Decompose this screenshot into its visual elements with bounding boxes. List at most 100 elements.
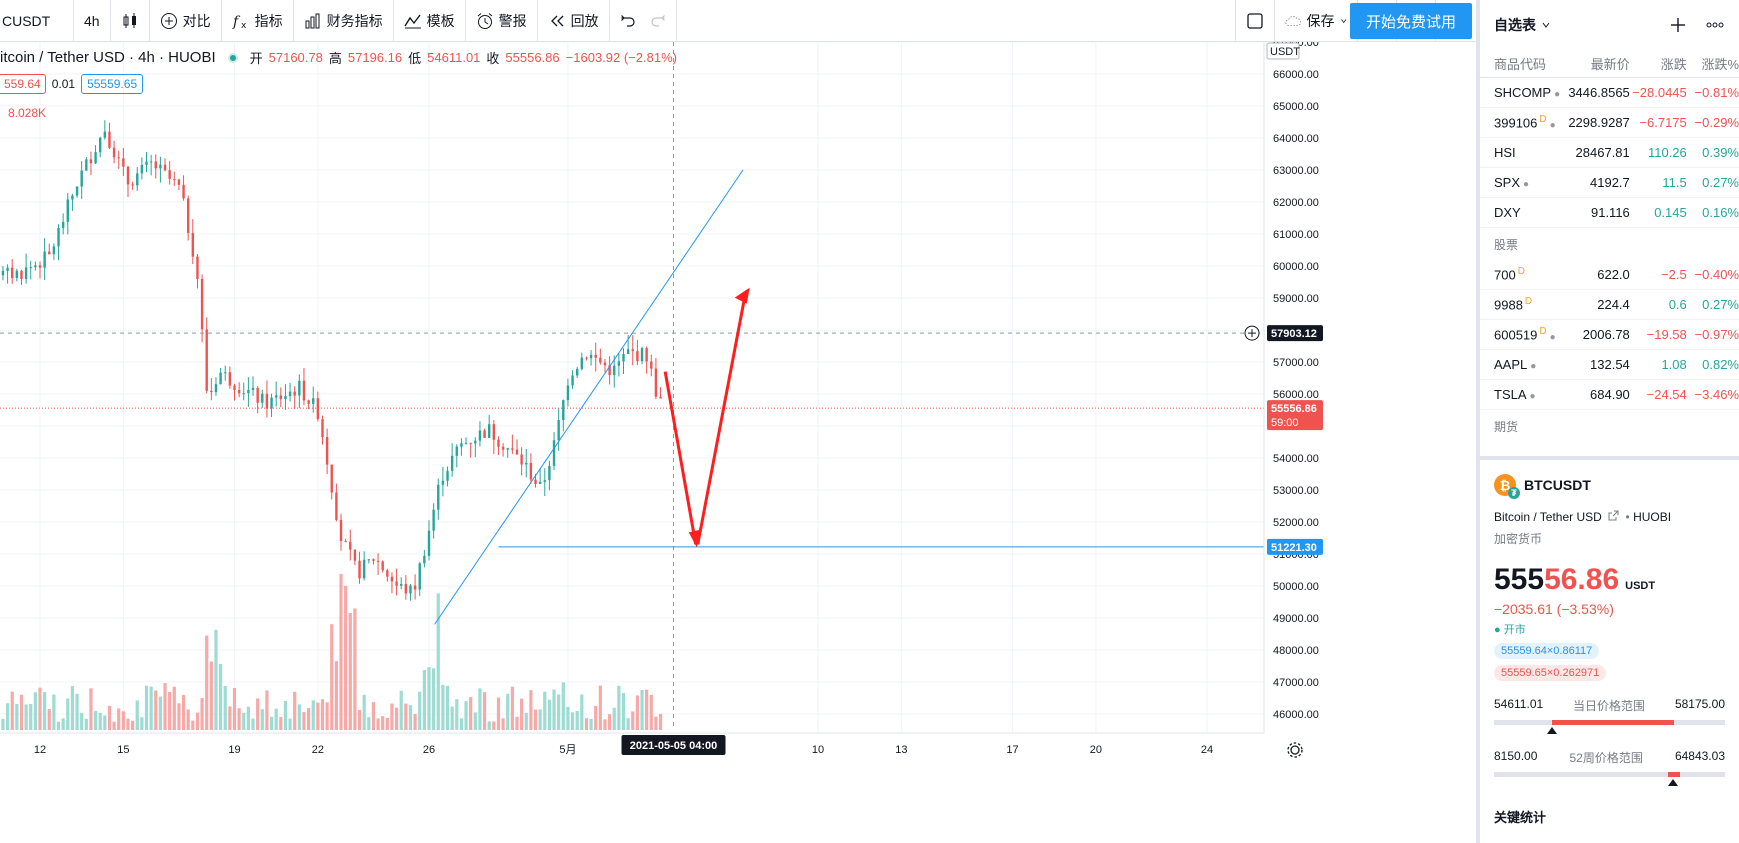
watchlist-row[interactable]: SHCOMP ● 3446.8565 −28.0445 −0.81% [1480, 78, 1739, 108]
col-change[interactable]: 涨跌 [1660, 57, 1687, 72]
volume-bar [506, 693, 510, 730]
volume-bar [93, 710, 98, 730]
more-icon[interactable] [1705, 16, 1725, 34]
week-low: 8150.00 [1494, 749, 1538, 763]
watchlist-row[interactable]: 600519 D ● 2006.78 −19.58 −0.97% [1480, 320, 1739, 350]
candle-body [270, 397, 273, 409]
watchlist-row[interactable]: DXY 91.116 0.145 0.16% [1480, 198, 1739, 228]
volume-bar [381, 716, 385, 730]
volume-bar [371, 702, 376, 730]
col-change-pct[interactable]: 涨跌% [1701, 57, 1739, 72]
interval-button[interactable]: 4h [74, 0, 111, 42]
candle-body [15, 270, 19, 279]
candle-body [224, 372, 227, 374]
volume-bar [603, 719, 607, 730]
currency-tag[interactable]: USDT [1266, 42, 1300, 60]
watchlist-row[interactable]: AAPL ● 132.54 1.08 0.82% [1480, 350, 1739, 380]
watchlist-row[interactable]: TSLA ● 684.90 −24.54 −3.46% [1480, 380, 1739, 410]
financials-button[interactable]: 财务指标 [294, 0, 394, 42]
candle-body [353, 549, 357, 561]
chart-type-button[interactable] [111, 0, 150, 42]
crosshair-time-tag[interactable]: 2021-05-05 04:00 [621, 735, 726, 755]
crosshair-price-tag[interactable]: 57903.12 [1267, 325, 1323, 342]
axis-settings-icon[interactable] [1287, 742, 1303, 758]
volume-bar [163, 683, 167, 730]
row-pct: −3.46% [1694, 387, 1739, 402]
col-symbol[interactable]: 商品代码 [1494, 57, 1547, 72]
volume-bar [242, 712, 246, 730]
volume-bar [293, 691, 297, 730]
volume-bar [181, 694, 186, 730]
price-chart[interactable]: 46000.00 47000.00 48000.00 49000.00 50000.00… [0, 42, 1476, 843]
watchlist-row[interactable]: SPX ● 4192.7 11.5 0.27% [1480, 168, 1739, 198]
undo-icon[interactable] [620, 13, 636, 29]
bid-box[interactable]: 559.64 [0, 74, 46, 94]
detail-symbol[interactable]: BTCUSDT [1524, 477, 1591, 493]
alert-button[interactable]: 警报 [466, 0, 538, 42]
watchlist-title[interactable]: 自选表 [1494, 17, 1536, 33]
volume-bar [422, 669, 426, 730]
watchlist-row[interactable]: 399106 D ● 2298.9287 −6.7175 −0.29% [1480, 108, 1739, 138]
add-alert-icon[interactable] [1244, 325, 1260, 341]
price-axis[interactable]: 46000.00 47000.00 48000.00 49000.00 50000.00… [1244, 42, 1476, 843]
volume-bar [557, 694, 561, 730]
candle-body [552, 440, 556, 466]
candle-body [205, 329, 208, 391]
compare-button[interactable]: 对比 [150, 0, 222, 42]
volume-bar [478, 688, 482, 730]
volume-bar [353, 608, 357, 730]
legend-low: 54611.01 [427, 50, 481, 65]
volume-bar [320, 699, 325, 730]
time-axis[interactable]: 12 15 19 22 26 5月 10 13 17 20 24 2021-05-05 04:00 [0, 732, 1303, 758]
start-trial-button[interactable]: 开始免费试用 [1350, 3, 1472, 39]
volume-bar [121, 711, 125, 730]
ask-box[interactable]: 55559.65 [81, 74, 144, 94]
candle-body [427, 530, 431, 556]
candle-body [214, 384, 218, 393]
candle-body [362, 559, 366, 579]
external-link-icon[interactable] [1608, 510, 1619, 521]
watchlist-row[interactable]: HSI 28467.81 110.26 0.39% [1480, 138, 1739, 168]
col-last[interactable]: 最新价 [1590, 57, 1630, 72]
volume-bar [510, 686, 514, 730]
watchlist-row[interactable]: 700 D 622.0 −2.5 −0.40% [1480, 260, 1739, 290]
candle-body [48, 251, 51, 255]
section-futures[interactable]: 期货 [1494, 419, 1519, 434]
candle-body [372, 559, 375, 561]
support-price-tag[interactable]: 51221.30 [1267, 538, 1323, 555]
candle-body [136, 173, 139, 186]
candle-body [80, 170, 83, 187]
financials-label: 财务指标 [326, 12, 383, 29]
row-symbol: 9988 D [1494, 296, 1568, 312]
candle-body [557, 420, 560, 441]
row-symbol: 399106 D ● [1494, 114, 1568, 130]
volume-bar [103, 715, 107, 730]
volume-bar [172, 686, 176, 730]
time-tick-label: 26 [423, 744, 435, 756]
key-stats-title: 关键统计 [1494, 810, 1547, 825]
layout-button[interactable] [1236, 0, 1275, 42]
candle-body [182, 184, 185, 199]
templates-button[interactable]: 模板 [394, 0, 466, 42]
volume-bar [43, 692, 47, 730]
row-symbol: SPX ● [1494, 175, 1568, 190]
candle-body [6, 267, 9, 271]
row-last: 684.90 [1590, 387, 1630, 402]
last-price-tag[interactable]: 55556.86 59:00 [1267, 400, 1323, 431]
row-symbol: AAPL ● [1494, 357, 1568, 372]
price-tick-label: 56000.00 [1273, 389, 1319, 401]
row-chg: 0.6 [1668, 297, 1687, 312]
save-button[interactable]: 保存 [1275, 0, 1358, 42]
symbol-search-button[interactable]: CUSDT [0, 0, 74, 42]
watchlist-row[interactable]: 9988 D 224.4 0.6 0.27% [1480, 290, 1739, 320]
volume-bar [265, 690, 269, 730]
redo-icon[interactable] [650, 13, 666, 29]
bid-chip: 55559.64×0.86117 [1494, 643, 1600, 659]
volume-bar [135, 700, 139, 730]
replay-button[interactable]: 回放 [538, 0, 610, 42]
candle-body [460, 443, 463, 447]
price-tick-label: 49000.00 [1273, 613, 1319, 625]
section-stocks[interactable]: 股票 [1494, 237, 1519, 252]
add-symbol-icon[interactable] [1669, 16, 1687, 34]
